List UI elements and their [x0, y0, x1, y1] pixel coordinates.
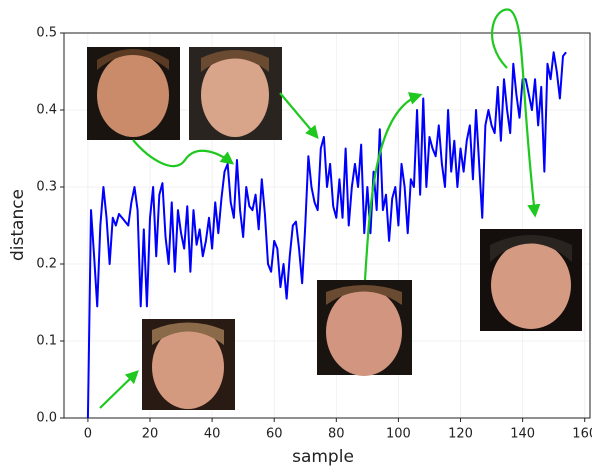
face-image: [142, 319, 235, 410]
arrow: [363, 92, 423, 281]
x-tick-label: 60: [266, 427, 283, 442]
x-axis-label: sample: [292, 447, 354, 467]
y-tick-label: 0.4: [36, 103, 57, 118]
x-tick-label: 40: [204, 427, 221, 442]
arrows: [99, 8, 541, 409]
arrow: [132, 139, 235, 168]
x-tick-label: 100: [386, 427, 411, 442]
x-tick-label: 0: [84, 427, 92, 442]
x-tick-label: 20: [142, 427, 159, 442]
arrow: [279, 92, 319, 140]
x-tick-label: 140: [510, 427, 535, 442]
y-tick-label: 0.0: [36, 411, 57, 426]
y-tick-label: 0.2: [36, 257, 57, 272]
arrow: [99, 370, 139, 409]
y-tick-label: 0.1: [36, 334, 57, 349]
x-tick-label: 160: [572, 427, 592, 442]
marks: [86, 51, 567, 419]
y-tick-label: 0.3: [36, 180, 57, 195]
face-image: [87, 47, 180, 140]
arrow: [490, 8, 541, 218]
y-tick-label: 0.5: [36, 26, 57, 41]
y-axis-label: distance: [8, 189, 28, 261]
face-image: [317, 280, 412, 376]
face-images: [87, 47, 582, 410]
face-image: [189, 47, 282, 140]
data-line: [86, 51, 567, 419]
face-image: [480, 229, 582, 331]
x-tick-label: 120: [448, 427, 473, 442]
x-tick-label: 80: [328, 427, 345, 442]
plot-frame: [63, 32, 591, 419]
